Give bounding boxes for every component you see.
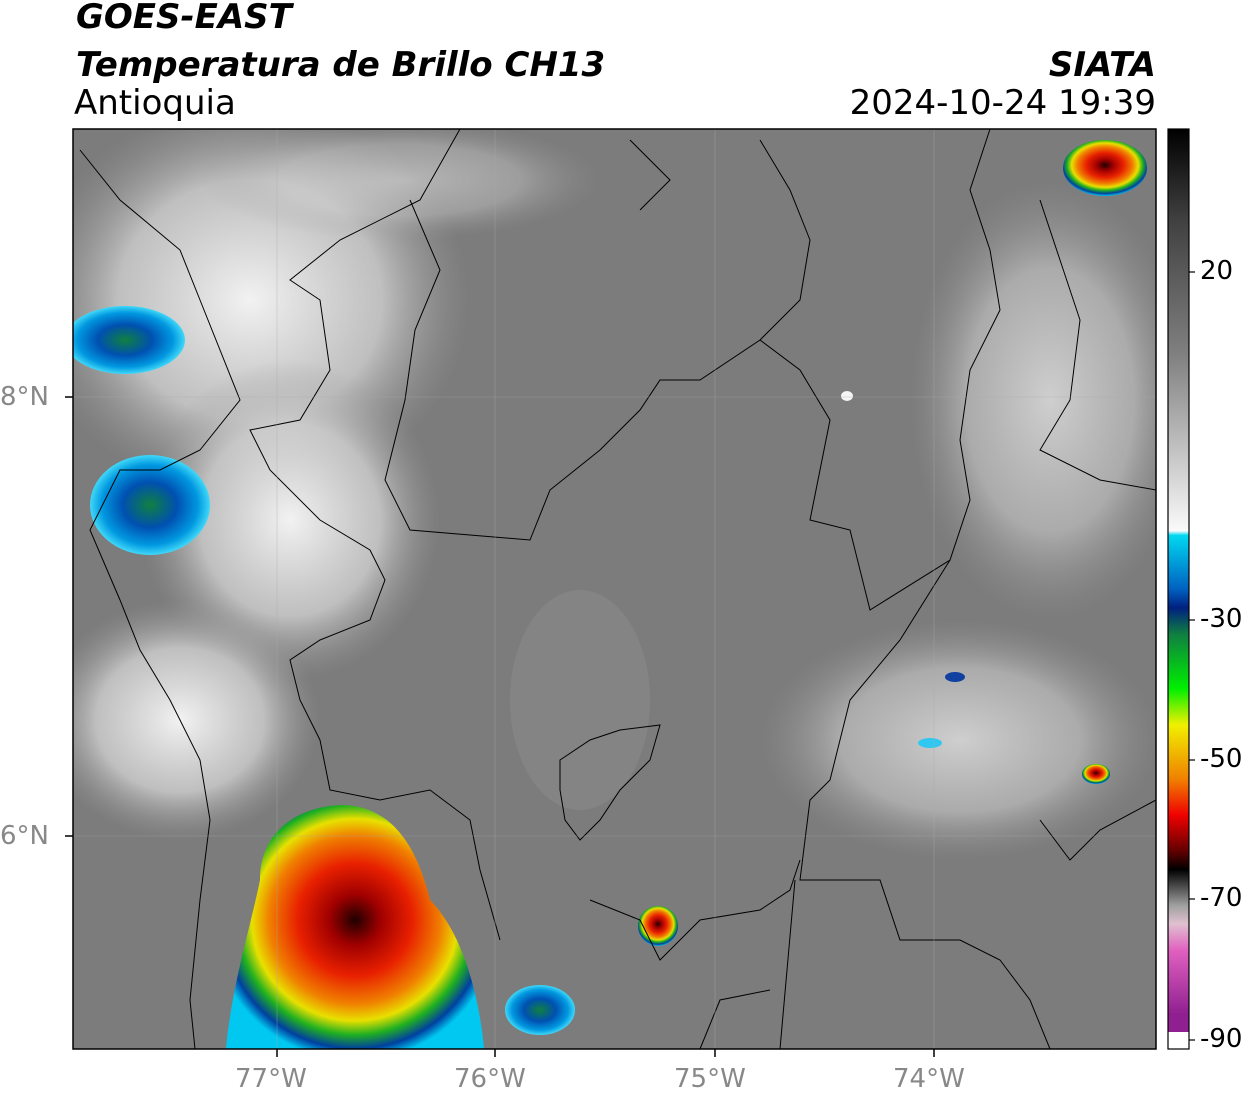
colorbar-label: 20: [1200, 256, 1234, 286]
map: [73, 129, 1156, 1049]
storm-cell: [1082, 764, 1110, 784]
cold-cloud: [90, 455, 210, 555]
border: [589, 859, 801, 1049]
cloud: [760, 620, 1156, 860]
timestamp: 2024-10-24 19:39: [849, 83, 1156, 123]
latitude-label: 8°N: [0, 382, 49, 412]
region: Antioquia: [74, 83, 236, 123]
border: [1039, 199, 1156, 861]
agency: SIATA: [1048, 45, 1156, 85]
cold-cloud: [505, 985, 575, 1035]
cloud: [841, 391, 853, 401]
colorbar: [1168, 129, 1189, 1032]
longitude-label: 74°W: [893, 1064, 965, 1094]
longitude-label: 75°W: [674, 1064, 746, 1094]
cloud: [200, 129, 600, 240]
borders: [79, 129, 1156, 1049]
colorbar-label: -50: [1200, 744, 1243, 774]
cloud: [910, 180, 1156, 620]
colorbar-label: -30: [1200, 604, 1243, 634]
border: [799, 559, 1051, 1049]
latitude-label: 6°N: [0, 821, 49, 851]
border: [559, 724, 661, 841]
title-source: GOES-EAST: [76, 0, 292, 37]
map-frame: [72, 128, 1157, 1050]
border: [249, 129, 501, 941]
title-product: Temperatura de Brillo CH13: [76, 45, 606, 85]
cloud: [73, 600, 320, 840]
colorbar-frame: [1167, 128, 1190, 1050]
longitude-label: 77°W: [235, 1064, 307, 1094]
cold-cloud: [945, 672, 965, 682]
cloud: [140, 360, 440, 680]
border: [384, 139, 811, 541]
storm-cell: [1063, 140, 1147, 196]
storm-cell: [225, 805, 485, 1049]
colorbar-ticks: [1189, 271, 1195, 1041]
cold-cloud: [918, 738, 942, 748]
colorbar-label: -90: [1200, 1024, 1243, 1054]
colorbar-extension: [1168, 1032, 1189, 1049]
graticule: [73, 129, 1156, 1049]
cold-cloud: [73, 306, 185, 374]
longitude-label: 76°W: [454, 1064, 526, 1094]
axis-ticks: [65, 396, 935, 1057]
storm-cell: [638, 906, 678, 946]
coastline: [79, 149, 241, 1049]
colorbar-label: -70: [1200, 883, 1243, 913]
valley: [510, 590, 650, 810]
